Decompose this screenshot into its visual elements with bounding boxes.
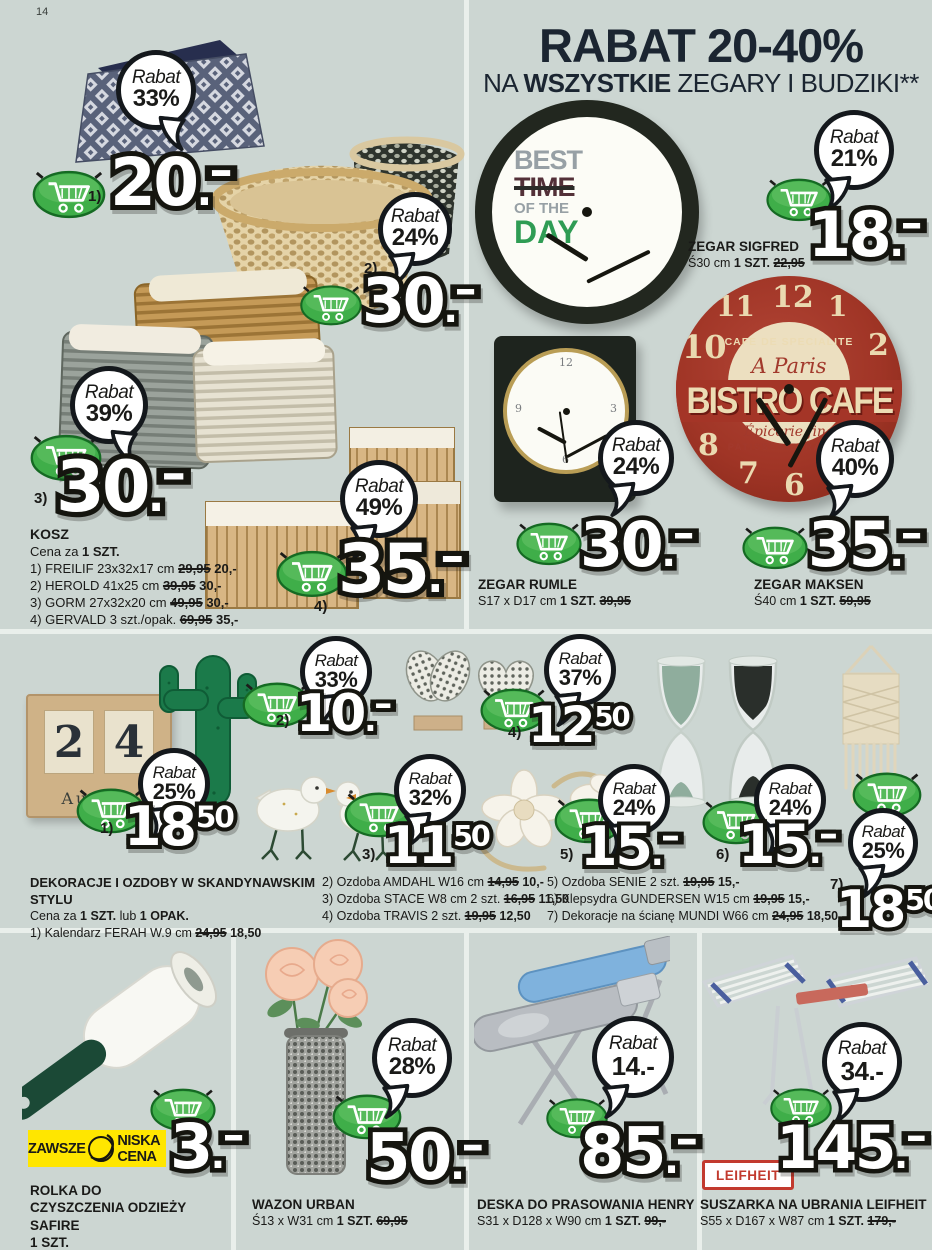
rabat-badge-wazon: Rabat 28% bbox=[372, 1018, 452, 1120]
cart-icon[interactable] bbox=[514, 520, 584, 566]
rabat-badge-rumle: Rabat 24% bbox=[598, 420, 674, 518]
price-kosz-1: 20.- 20.- bbox=[105, 144, 240, 221]
item-number: 1) bbox=[88, 188, 102, 205]
price-kosz-3: 30.- 30.- bbox=[51, 446, 194, 528]
kosz-info-block: KOSZ Cena za 1 SZT. 1) FREILIF 23x32x17 … bbox=[30, 526, 265, 628]
rabat-badge-ferah: Rabat 25% bbox=[138, 748, 210, 842]
price-rolka: 3.- 3.- bbox=[165, 1110, 252, 1183]
promo-header-line1: RABAT 20-40% bbox=[538, 19, 864, 72]
page-number: 14 bbox=[36, 6, 49, 18]
clock-minute-hand bbox=[586, 249, 651, 284]
rabat-badge-sigfred: Rabat 21% bbox=[814, 110, 894, 212]
product-image-wall-clock-sigfred: BEST TIME OF THE DAY bbox=[475, 100, 699, 324]
rabat-badge-kosz-2: Rabat 24% bbox=[378, 192, 452, 288]
item-number: 5) bbox=[560, 846, 574, 863]
rabat-badge-maksen: Rabat 40% bbox=[816, 420, 894, 520]
product-image-drying-rack-leifheit bbox=[701, 954, 931, 1106]
rabat-badge-mundi: Rabat 25% bbox=[848, 808, 918, 900]
divider-vertical-b3 bbox=[697, 931, 702, 1250]
price-kosz-2: 30.- 30.- bbox=[357, 264, 484, 337]
divider-vertical-top bbox=[464, 0, 469, 632]
rabat-badge-stace: Rabat 32% bbox=[394, 754, 466, 848]
price-kosz-4: 35.- 35.- bbox=[333, 530, 472, 610]
deko-text-col2: 2) Ozdoba AMDAHL W16 cm 14,95 10,- 3) Oz… bbox=[322, 875, 570, 923]
kosz-title: KOSZ bbox=[30, 526, 69, 542]
price-senie: 15.- 15.- bbox=[576, 815, 686, 878]
price-suszarka: 145.- 145.- bbox=[771, 1113, 932, 1183]
price-stace: 1150 1150 bbox=[380, 816, 495, 876]
price-rumle: 30.- 30.- bbox=[575, 508, 702, 581]
caption-maksen: ZEGAR MAKSEN Ś40 cm 1 SZT. 59,95 bbox=[754, 577, 871, 609]
caption-rumle: ZEGAR RUMLE S17 x D17 cm 1 SZT. 39,95 bbox=[478, 577, 631, 609]
promo-header-line2: NA WSZYSTKIE ZEGARY I BUDZIKI** bbox=[483, 68, 919, 98]
item-number: 4) bbox=[508, 724, 522, 741]
item-number: 2) bbox=[276, 712, 290, 729]
item-number: 6) bbox=[716, 846, 730, 863]
price-deska: 85.- 85.- bbox=[575, 1115, 706, 1189]
item-number: 3) bbox=[34, 490, 48, 507]
rabat-badge-amdahl: Rabat 33% bbox=[300, 636, 372, 730]
price-mundi: 1850 1850 bbox=[832, 880, 932, 940]
cart-icon[interactable] bbox=[298, 283, 364, 326]
caption-rolka: ROLKA DO CZYSZCZENIA ODZIEŻY SAFIRE 1 SZ… bbox=[30, 1183, 187, 1250]
rabat-badge-deska: Rabat 14.- bbox=[592, 1016, 674, 1120]
rabat-badge-suszarka: Rabat 34.- bbox=[822, 1022, 902, 1124]
rabat-badge-kosz-1: Rabat 33% bbox=[116, 50, 196, 152]
product-image-lint-roller-safire bbox=[22, 951, 217, 1120]
item-number: 2) bbox=[364, 260, 378, 277]
product-image-hourglasses-gundersen bbox=[656, 655, 778, 808]
rabat-badge-kosz-3: Rabat 39% bbox=[70, 366, 148, 466]
price-ferah: 1850 1850 bbox=[120, 795, 239, 858]
product-image-ironing-board-henry bbox=[474, 936, 670, 1130]
rabat-badge-travis: Rabat 37% bbox=[544, 634, 616, 728]
price-amdahl: 10.- 10.- bbox=[292, 684, 399, 745]
caption-suszarka: SUSZARKA NA UBRANIA LEIFHEIT S55 x D167 … bbox=[700, 1197, 927, 1229]
price-wazon: 50.- 50.- bbox=[361, 1121, 492, 1195]
product-image-cactus-amdahl bbox=[159, 655, 257, 807]
rabat-badge-senie: Rabat 24% bbox=[598, 764, 670, 858]
price-travis: 1250 1250 bbox=[524, 696, 634, 754]
divider-vertical-b1 bbox=[231, 931, 236, 1250]
caption-wazon: WAZON URBAN Ś13 x W31 cm 1 SZT. 69,95 bbox=[252, 1197, 408, 1229]
product-image-wall-clock-maksen: 12 1 2 11 10 8 7 6 CAFE DE SPECIALITE A … bbox=[676, 276, 902, 502]
deko-text-col3: 5) Ozdoba SENIE 2 szt. 19,95 15,- 6) Kle… bbox=[547, 875, 839, 923]
caption-deska: DESKA DO PRASOWANIA HENRY S31 x D128 x W… bbox=[477, 1197, 695, 1229]
item-number: 7) bbox=[830, 876, 844, 893]
divider-horizontal-2 bbox=[0, 928, 932, 933]
product-image-vase-urban bbox=[265, 939, 368, 1175]
caption-sigfred: ZEGAR SIGFRED Ś30 cm 1 SZT. 22,95 bbox=[688, 239, 805, 271]
price-sigfred: 18.- 18.- bbox=[803, 198, 930, 271]
leifheit-logo: LEIFHEIT bbox=[702, 1160, 794, 1190]
item-number: 4) bbox=[314, 598, 328, 615]
divider-vertical-b2 bbox=[464, 931, 469, 1250]
divider-horizontal-1 bbox=[0, 629, 932, 634]
jysk-swoosh-icon bbox=[88, 1133, 115, 1162]
item-number: 1) bbox=[100, 820, 114, 837]
item-number: 3) bbox=[362, 846, 376, 863]
always-low-price-badge: ZAWSZE NISKA CENA bbox=[28, 1130, 166, 1167]
price-maksen: 35.- 35.- bbox=[803, 508, 930, 581]
deko-text-col1: DEKORACJE I OZDOBY W SKANDYNAWSKIM STYLU… bbox=[30, 875, 316, 940]
cart-icon[interactable] bbox=[740, 524, 810, 570]
rabat-badge-kosz-4: Rabat 49% bbox=[340, 460, 418, 560]
price-gundersen: 15.- 15.- bbox=[734, 813, 844, 876]
rabat-badge-gundersen: Rabat 24% bbox=[754, 764, 826, 858]
